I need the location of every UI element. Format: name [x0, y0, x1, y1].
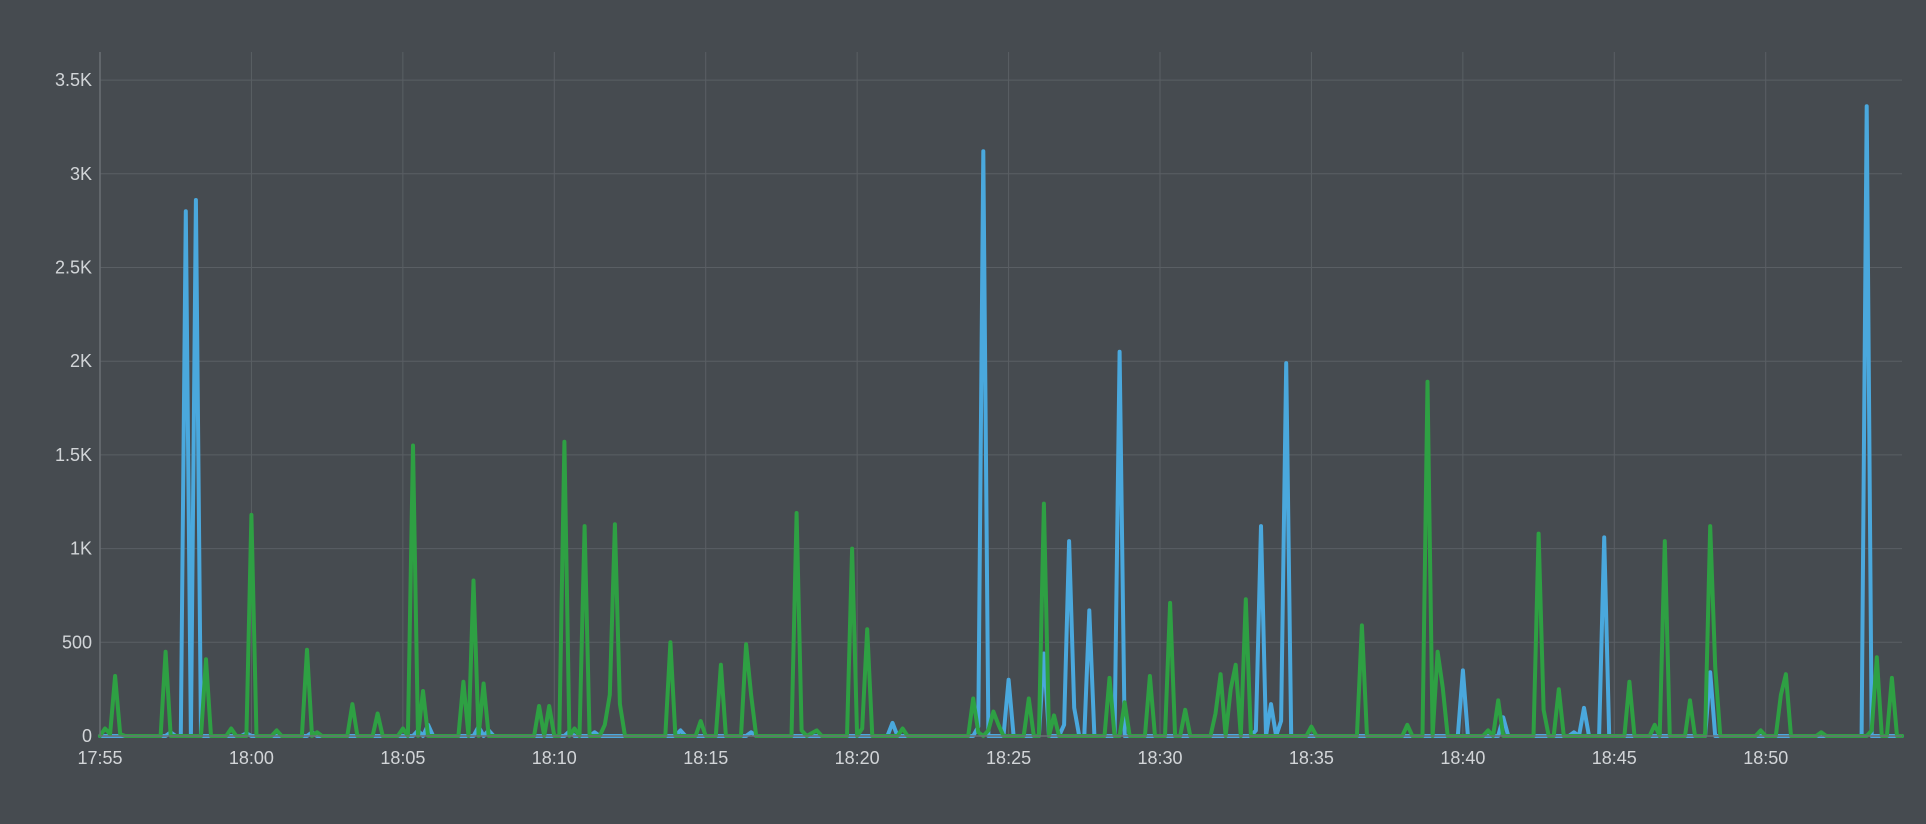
axis-layer	[99, 52, 1902, 737]
y-tick-label: 2.5K	[55, 258, 92, 278]
x-tick-label: 18:00	[229, 748, 274, 768]
y-tick-label: 1.5K	[55, 445, 92, 465]
x-axis-ticks: 17:55 18:00 18:05 18:10 18:15 18:20 18:25 18:30…	[77, 748, 1788, 768]
y-tick-label: 0	[82, 726, 92, 746]
y-axis-ticks: 0 500 1K 1.5K 2K 2.5K 3K 3.5K	[55, 70, 92, 746]
x-tick-label: 18:10	[532, 748, 577, 768]
x-tick-label: 18:35	[1289, 748, 1334, 768]
x-tick-label: 18:40	[1440, 748, 1485, 768]
x-tick-label: 18:25	[986, 748, 1031, 768]
y-tick-label: 2K	[70, 351, 92, 371]
x-tick-label: 18:45	[1592, 748, 1637, 768]
y-tick-label: 3.5K	[55, 70, 92, 90]
grid-layer	[100, 52, 1902, 736]
x-tick-label: 18:05	[380, 748, 425, 768]
x-tick-label: 17:55	[77, 748, 122, 768]
y-tick-label: 3K	[70, 164, 92, 184]
x-tick-label: 18:20	[835, 748, 880, 768]
x-tick-label: 18:50	[1743, 748, 1788, 768]
x-tick-label: 18:15	[683, 748, 728, 768]
x-tick-label: 18:30	[1137, 748, 1182, 768]
y-tick-label: 500	[62, 632, 92, 652]
y-tick-label: 1K	[70, 539, 92, 559]
